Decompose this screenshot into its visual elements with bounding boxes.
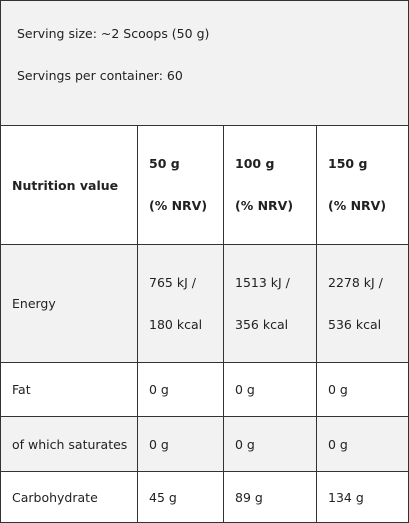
- energy-150g-kj: 2278 kJ /: [328, 274, 383, 290]
- serving-info-cell: Serving size: ~2 Scoops (50 g) Servings …: [0, 0, 409, 126]
- fat-50g-cell: 0 g: [137, 362, 224, 417]
- column-amount-100g: 100 g: [235, 156, 275, 171]
- energy-50g-kj: 765 kJ /: [149, 274, 196, 290]
- energy-150g-kcal: 536 kcal: [328, 316, 382, 332]
- table-row-saturates: of which saturates 0 g 0 g 0 g: [0, 416, 409, 472]
- carbohydrate-100g-cell: 89 g: [223, 471, 317, 523]
- energy-100g-kcal: 356 kcal: [235, 316, 289, 332]
- serving-size-text: Serving size: ~2 Scoops (50 g): [17, 26, 210, 41]
- column-header-row: Nutrition value 50 g (% NRV) 100 g (% NR…: [0, 125, 409, 245]
- column-amount-150g: 150 g: [328, 156, 368, 171]
- saturates-150g-cell: 0 g: [315, 416, 409, 472]
- row-label-fat: Fat: [0, 362, 138, 417]
- column-nrv-150g: (% NRV): [328, 198, 387, 213]
- energy-150g-cell: 2278 kJ / 536 kcal: [315, 244, 409, 363]
- column-header-150g: 150 g (% NRV): [315, 125, 409, 245]
- energy-100g-kj: 1513 kJ /: [235, 274, 290, 290]
- row-label-energy: Energy: [0, 244, 138, 363]
- table-row-energy: Energy 765 kJ / 180 kcal 1513 kJ / 356 k…: [0, 244, 409, 363]
- nutrition-value-header: Nutrition value: [0, 125, 138, 245]
- column-header-50g: 50 g (% NRV): [137, 125, 224, 245]
- energy-100g-cell: 1513 kJ / 356 kcal: [223, 244, 317, 363]
- column-header-100g: 100 g (% NRV): [223, 125, 317, 245]
- row-label-saturates: of which saturates: [0, 416, 138, 472]
- column-nrv-100g: (% NRV): [235, 198, 294, 213]
- table-row-fat: Fat 0 g 0 g 0 g: [0, 362, 409, 417]
- column-nrv-50g: (% NRV): [149, 198, 208, 213]
- carbohydrate-50g-cell: 45 g: [137, 471, 224, 523]
- carbohydrate-150g-cell: 134 g: [315, 471, 409, 523]
- energy-50g-cell: 765 kJ / 180 kcal: [137, 244, 224, 363]
- fat-150g-cell: 0 g: [315, 362, 409, 417]
- saturates-100g-cell: 0 g: [223, 416, 317, 472]
- row-label-carbohydrate: Carbohydrate: [0, 471, 138, 523]
- table-row-carbohydrate: Carbohydrate 45 g 89 g 134 g: [0, 471, 409, 523]
- saturates-50g-cell: 0 g: [137, 416, 224, 472]
- energy-50g-kcal: 180 kcal: [149, 316, 203, 332]
- fat-100g-cell: 0 g: [223, 362, 317, 417]
- column-amount-50g: 50 g: [149, 156, 180, 171]
- serving-info-row: Serving size: ~2 Scoops (50 g) Servings …: [0, 0, 409, 126]
- servings-per-container-text: Servings per container: 60: [17, 68, 183, 83]
